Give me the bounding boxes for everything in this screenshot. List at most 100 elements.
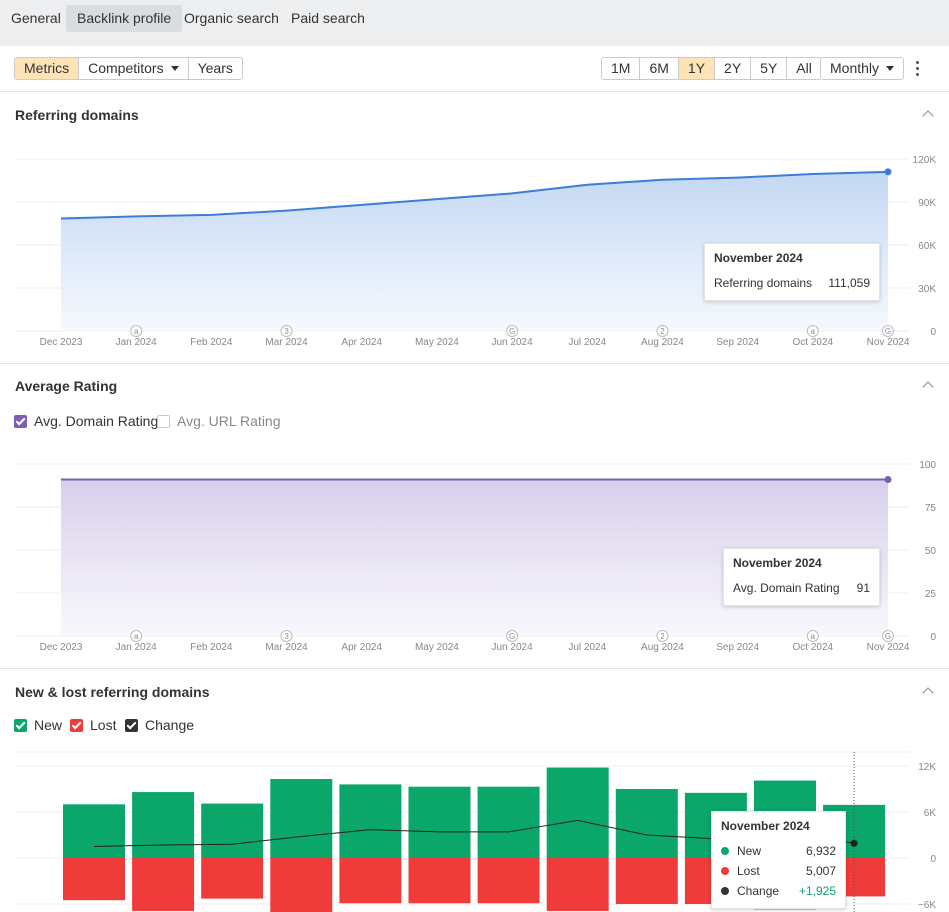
lost-bar: [477, 858, 540, 904]
new-bar: [477, 786, 540, 858]
granularity-dropdown[interactable]: Monthly: [820, 57, 905, 80]
tooltip-row: Referring domains 111,059: [714, 273, 870, 293]
annotation-label: G: [885, 632, 891, 641]
tooltip-label: Lost: [737, 864, 760, 878]
legend-lost-checkbox[interactable]: Lost: [70, 717, 116, 733]
tooltip-value: 6,932: [805, 844, 836, 858]
avg-domain-rating-checkbox[interactable]: Avg. Domain Rating: [14, 413, 158, 429]
legend-new-checkbox[interactable]: New: [14, 717, 62, 733]
tooltip-row: Avg. Domain Rating 91: [733, 578, 870, 598]
series-line: [60, 170, 889, 220]
annotation-marker-icon: [280, 630, 293, 642]
x-tick-label: Oct 2024: [793, 337, 834, 348]
range-1y-button[interactable]: 1Y: [678, 58, 716, 79]
competitors-dropdown[interactable]: Competitors: [79, 58, 189, 79]
referring-domains-tooltip: November 2024 Referring domains 111,059: [704, 243, 880, 301]
annotation-label: 2: [660, 327, 665, 336]
lost-bar: [339, 858, 402, 904]
new-bar: [615, 789, 678, 858]
range-5y-button[interactable]: 5Y: [751, 58, 788, 79]
new-bar: [132, 792, 195, 858]
range-6m-button[interactable]: 6M: [640, 58, 679, 79]
avg-url-rating-checkbox[interactable]: Avg. URL Rating: [157, 413, 281, 429]
avg-url-rating-label: Avg. URL Rating: [177, 413, 281, 429]
checkbox-checked-icon: [125, 718, 138, 732]
x-tick-label: Mar 2024: [265, 337, 308, 348]
legend-lost-label: Lost: [90, 717, 117, 733]
lost-bar: [615, 858, 678, 904]
date-range-selector: 1M 6M 1Y 2Y 5Y All: [601, 57, 822, 80]
x-tick-label: Feb 2024: [190, 642, 233, 653]
lost-dot-icon: [721, 867, 729, 875]
x-tick-label: May 2024: [415, 337, 459, 348]
chevron-up-icon[interactable]: [923, 380, 933, 390]
annotation-label: a: [811, 327, 816, 336]
legend-change-label: Change: [145, 717, 195, 733]
kebab-icon[interactable]: [913, 59, 923, 77]
new-dot-icon: [721, 847, 729, 855]
x-tick-label: Aug 2024: [641, 642, 684, 653]
new-bar: [63, 804, 125, 858]
referring-domains-title: Referring domains: [15, 107, 139, 123]
y-tick-label: 90K: [918, 198, 936, 209]
tab-backlink-profile[interactable]: Backlink profile: [66, 5, 183, 32]
annotation-marker-icon: [656, 325, 669, 337]
chevron-up-icon[interactable]: [923, 109, 933, 119]
checkbox-checked-icon: [14, 718, 27, 732]
tab-paid-search[interactable]: Paid search: [291, 10, 365, 26]
x-tick-label: Jul 2024: [568, 337, 606, 348]
range-all-button[interactable]: All: [796, 60, 812, 76]
x-tick-label: Jul 2024: [568, 642, 606, 653]
metrics-button[interactable]: Metrics: [15, 58, 80, 79]
x-tick-label: Feb 2024: [190, 337, 233, 348]
y-tick-label: 100: [919, 460, 936, 471]
tooltip-value: +1,925: [798, 884, 836, 898]
change-marker: [850, 839, 858, 847]
checkbox-unchecked-icon: [157, 414, 170, 428]
annotation-label: 3: [284, 632, 289, 641]
chevron-up-icon[interactable]: [923, 686, 933, 696]
annotation-marker-icon: [656, 630, 669, 642]
lost-bar: [270, 858, 333, 912]
area-fill: [61, 479, 888, 636]
lost-bar: [408, 858, 471, 904]
range-1m-button[interactable]: 1M: [602, 58, 641, 79]
section-divider: [0, 363, 949, 364]
new-bar: [339, 784, 402, 858]
legend-change-checkbox[interactable]: Change: [125, 717, 194, 733]
annotation-label: a: [134, 327, 139, 336]
annotation-marker-icon: [806, 325, 819, 337]
tooltip-label: Avg. Domain Rating: [733, 581, 840, 595]
section-divider: [0, 91, 949, 92]
tab-general[interactable]: General: [11, 10, 61, 26]
annotation-marker-icon: [506, 325, 519, 337]
annotation-label: a: [811, 632, 816, 641]
new-bar: [408, 786, 471, 858]
tooltip-title: November 2024: [721, 819, 810, 833]
x-tick-label: Jan 2024: [116, 642, 158, 653]
view-mode-toggle: Metrics Competitors Years: [14, 57, 243, 80]
x-tick-label: Nov 2024: [867, 337, 910, 348]
annotation-marker-icon: [506, 630, 519, 642]
average-rating-tooltip: November 2024 Avg. Domain Rating 91: [723, 548, 880, 606]
chevron-down-icon: [170, 66, 179, 71]
tab-organic-search[interactable]: Organic search: [184, 10, 279, 26]
tooltip-value: 91: [856, 581, 870, 595]
section-divider: [0, 668, 949, 669]
checkbox-checked-icon: [14, 414, 27, 428]
years-button[interactable]: Years: [197, 60, 233, 76]
legend-new-label: New: [34, 717, 63, 733]
annotation-marker-icon: [882, 630, 894, 642]
x-tick-label: Jun 2024: [492, 642, 534, 653]
range-2y-button[interactable]: 2Y: [715, 58, 752, 79]
y-tick-label: 25: [925, 589, 937, 600]
annotation-label: G: [885, 327, 891, 336]
annotation-marker-icon: [130, 325, 143, 337]
average-rating-chart: 0 25 50 75 100 Dec 2023 Jan 2024 Feb 2024 Mar 20…: [15, 460, 937, 653]
x-tick-label: Dec 2023: [40, 337, 83, 348]
granularity-label: Monthly: [830, 60, 880, 76]
tooltip-label: Change: [737, 884, 780, 898]
x-tick-label: Jun 2024: [492, 337, 534, 348]
tooltip-row-new: New 6,932: [721, 841, 836, 861]
new-bar: [546, 767, 609, 858]
